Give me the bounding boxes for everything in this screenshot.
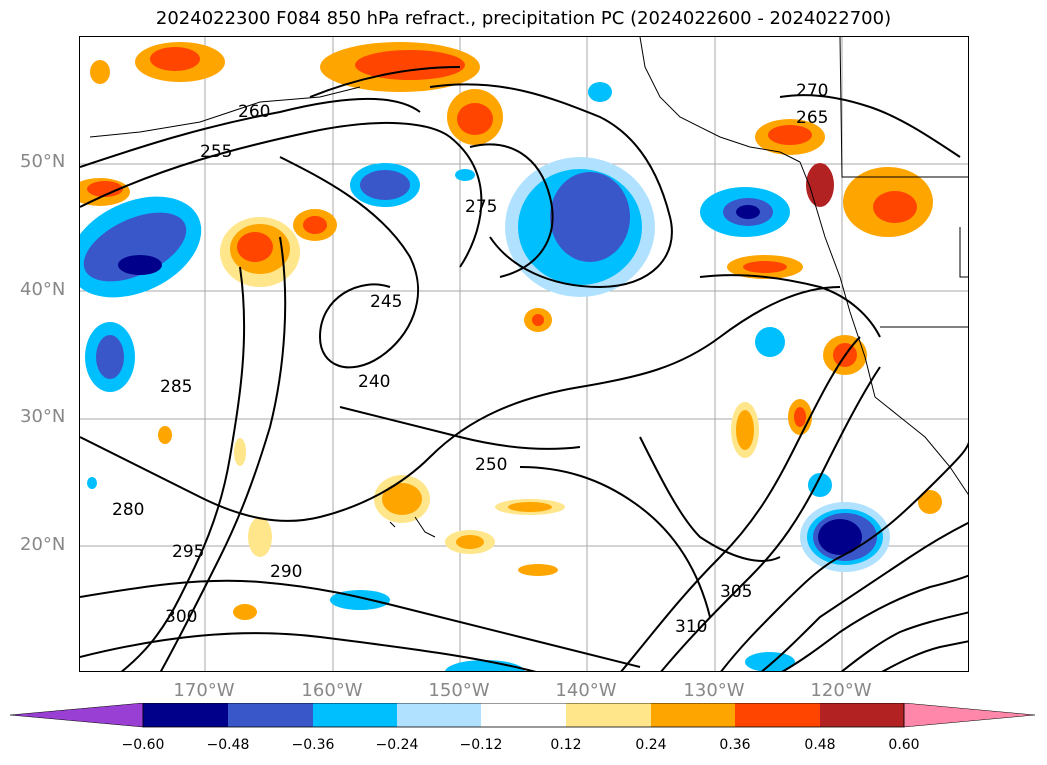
colorbar-segment (651, 703, 735, 727)
colorbar-tick-label: −0.24 (375, 737, 419, 753)
contour-label: 305 (720, 582, 752, 602)
colorbar-tick-label: 0.24 (635, 737, 667, 753)
contour-label: 285 (160, 377, 192, 397)
map-panel: 270 265 260 255 275 250 245 240 280 285 … (79, 36, 969, 672)
colorbar-tick-label: 0.36 (719, 737, 751, 753)
colorbar-tick-label: −0.48 (206, 737, 250, 753)
contour-label: 290 (270, 562, 302, 582)
coastlines (89, 37, 968, 538)
lon-label-150w: 150°W (428, 680, 490, 701)
contour-label: 275 (465, 197, 497, 217)
precip-negative-areas (80, 82, 890, 671)
contour-label: 265 (796, 108, 828, 128)
map-title: 2024022300 F084 850 hPa refract., precip… (155, 8, 892, 29)
lon-label-120w: 120°W (810, 680, 872, 701)
contour-label: 310 (675, 617, 707, 637)
lon-label-170w: 170°W (173, 680, 235, 701)
colorbar-tick-label: −0.36 (291, 737, 335, 753)
colorbar-tick-label: 0.48 (804, 737, 836, 753)
colorbar-tick-label: −0.12 (459, 737, 503, 753)
contour-label: 255 (200, 142, 232, 162)
contour-label-group: 270 265 260 255 275 250 245 240 280 285 … (112, 81, 828, 637)
colorbar-segment (566, 703, 651, 727)
colorbar-tick-label: −0.60 (121, 737, 165, 753)
colorbar-segment (313, 703, 397, 727)
colorbar (10, 703, 1036, 728)
colorbar-tick-label: 0.60 (888, 737, 920, 753)
colorbar-tick-label: 0.12 (550, 737, 582, 753)
lat-label-30n: 30°N (20, 406, 66, 427)
lon-label-130w: 130°W (683, 680, 745, 701)
colorbar-left-extension (10, 703, 144, 728)
lat-label-50n: 50°N (20, 151, 66, 172)
lat-label-40n: 40°N (20, 279, 66, 300)
contour-label: 260 (238, 102, 270, 122)
colorbar-segment (481, 703, 566, 727)
colorbar-segment (143, 703, 228, 727)
colorbar-right-extension (903, 703, 1036, 728)
contour-label: 240 (358, 372, 390, 392)
colorbar-segment (228, 703, 313, 727)
lon-label-160w: 160°W (301, 680, 363, 701)
lon-label-140w: 140°W (555, 680, 617, 701)
contour-label: 245 (370, 292, 402, 312)
colorbar-segment (397, 703, 481, 727)
contour-label: 295 (172, 542, 204, 562)
refractivity-contours (80, 66, 968, 671)
contour-label: 250 (475, 455, 507, 475)
contour-label: 300 (165, 607, 197, 627)
map-canvas: 270 265 260 255 275 250 245 240 280 285 … (80, 37, 968, 671)
lat-label-20n: 20°N (20, 534, 66, 555)
colorbar-segment (820, 703, 904, 727)
contour-label: 280 (112, 500, 144, 520)
contour-label: 270 (796, 81, 828, 101)
colorbar-segment (735, 703, 820, 727)
